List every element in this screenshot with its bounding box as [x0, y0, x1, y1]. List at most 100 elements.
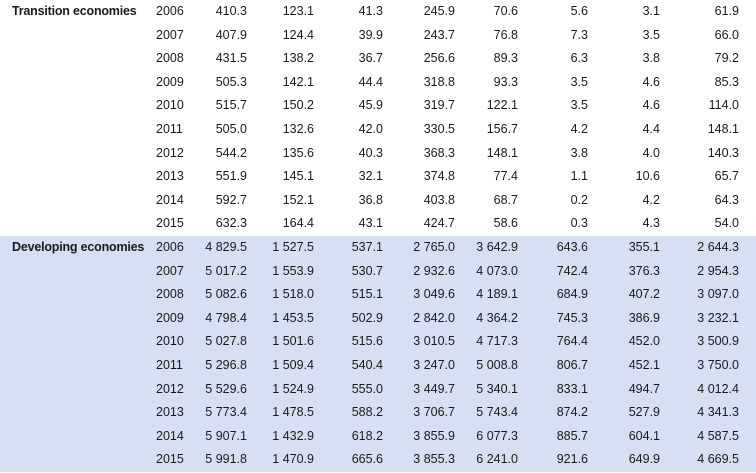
value-cell: 5 008.8 [476, 358, 518, 372]
value-cell: 5.6 [570, 4, 588, 18]
value-cell: 2 765.0 [413, 240, 455, 254]
value-cell: 4 364.2 [476, 310, 518, 325]
value-cell: 0.2 [570, 192, 588, 207]
value-cell: 5 529.6 [205, 381, 247, 396]
value-cell: 874.2 [556, 405, 588, 420]
value-cell: 885.7 [556, 428, 588, 443]
value-cell: 93.3 [493, 74, 518, 89]
value-cell: 588.2 [351, 405, 383, 420]
value-cell: 68.7 [493, 192, 518, 207]
value-cell: 41.3 [358, 4, 383, 18]
value-cell: 1.1 [570, 169, 588, 184]
value-cell: 1 453.5 [272, 310, 314, 325]
value-cell: 164.4 [282, 216, 314, 231]
year-cell: 2015 [156, 452, 184, 467]
year-cell: 2007 [156, 27, 184, 42]
value-cell: 4 717.3 [476, 334, 518, 349]
value-cell: 79.2 [714, 51, 739, 66]
value-cell: 145.1 [282, 169, 314, 184]
value-cell: 355.1 [628, 240, 660, 254]
value-cell: 4 073.0 [476, 263, 518, 278]
year-cell: 2011 [156, 122, 183, 136]
year-cell: 2012 [156, 145, 184, 160]
value-cell: 431.5 [215, 51, 247, 66]
value-cell: 6 077.3 [476, 428, 518, 443]
table-row: 2007 407.9 124.4 39.9 243.7 76.8 7.3 3.5 66.0 [0, 24, 756, 47]
value-cell: 2 644.3 [697, 240, 739, 254]
value-cell: 544.2 [215, 145, 247, 160]
table-row: 2009 4 798.4 1 453.5 502.9 2 842.0 4 364.2 745… [0, 307, 756, 330]
value-cell: 40.3 [358, 145, 383, 160]
value-cell: 4 341.3 [697, 405, 739, 420]
table-row: 2008 431.5 138.2 36.7 256.6 89.3 6.3 3.8 79.2 [0, 47, 756, 70]
value-cell: 54.0 [714, 216, 739, 231]
year-cell: 2014 [156, 428, 184, 443]
year-cell: 2009 [156, 74, 184, 89]
value-cell: 2 842.0 [413, 310, 455, 325]
value-cell: 61.9 [714, 4, 739, 18]
value-cell: 424.7 [423, 216, 455, 231]
value-cell: 5 991.8 [205, 452, 247, 467]
group-label: Developing economies [12, 240, 145, 254]
value-cell: 3 449.7 [413, 381, 455, 396]
value-cell: 1 432.9 [272, 428, 314, 443]
value-cell: 5 027.8 [205, 334, 247, 349]
value-cell: 135.6 [282, 145, 314, 160]
year-cell: 2009 [156, 310, 184, 325]
value-cell: 318.8 [423, 74, 455, 89]
year-cell: 2008 [156, 51, 184, 66]
year-cell: 2008 [156, 287, 184, 302]
value-cell: 4 189.1 [476, 287, 518, 302]
value-cell: 2 932.6 [413, 263, 455, 278]
value-cell: 386.9 [628, 310, 660, 325]
value-cell: 77.4 [493, 169, 518, 184]
value-cell: 64.3 [714, 192, 739, 207]
table-row: 2007 5 017.2 1 553.9 530.7 2 932.6 4 073.0 742… [0, 260, 756, 283]
value-cell: 4.2 [570, 122, 588, 136]
value-cell: 148.1 [486, 145, 518, 160]
table-row: 2015 632.3 164.4 43.1 424.7 58.6 0.3 4.3 54.0 [0, 212, 756, 235]
value-cell: 65.7 [714, 169, 739, 184]
value-cell: 505.0 [215, 122, 247, 136]
value-cell: 5 017.2 [205, 263, 247, 278]
value-cell: 330.5 [423, 122, 455, 136]
value-cell: 152.1 [282, 192, 314, 207]
value-cell: 4.4 [642, 122, 660, 136]
value-cell: 123.1 [282, 4, 314, 18]
value-cell: 6 241.0 [476, 452, 518, 467]
table-group: Developing economies 2006 4 829.5 1 527.5 53… [0, 236, 756, 472]
value-cell: 85.3 [714, 74, 739, 89]
value-cell: 684.9 [556, 287, 588, 302]
value-cell: 3 500.9 [697, 334, 739, 349]
value-cell: 39.9 [358, 27, 383, 42]
value-cell: 374.8 [423, 169, 455, 184]
value-cell: 604.1 [628, 428, 660, 443]
value-cell: 122.1 [486, 98, 518, 113]
value-cell: 665.6 [351, 452, 383, 467]
value-cell: 632.3 [215, 216, 247, 231]
value-cell: 45.9 [358, 98, 383, 113]
year-cell: 2011 [156, 358, 183, 372]
table-row: Transition economies 2006 410.3 123.1 41.3 24… [0, 0, 756, 23]
value-cell: 1 524.9 [272, 381, 314, 396]
value-cell: 3 097.0 [697, 287, 739, 302]
value-cell: 527.9 [628, 405, 660, 420]
value-cell: 3 706.7 [413, 405, 455, 420]
value-cell: 5 907.1 [205, 428, 247, 443]
value-cell: 3.5 [570, 74, 588, 89]
table-row: Developing economies 2006 4 829.5 1 527.5 53… [0, 236, 756, 259]
year-cell: 2006 [156, 4, 184, 18]
year-cell: 2010 [156, 98, 184, 113]
value-cell: 505.3 [215, 74, 247, 89]
value-cell: 2 954.3 [697, 263, 739, 278]
value-cell: 58.6 [493, 216, 518, 231]
value-cell: 245.9 [423, 4, 455, 18]
value-cell: 89.3 [493, 51, 518, 66]
value-cell: 643.6 [556, 240, 588, 254]
value-cell: 515.1 [351, 287, 383, 302]
value-cell: 5 743.4 [476, 405, 518, 420]
year-cell: 2007 [156, 263, 184, 278]
table-row: 2009 505.3 142.1 44.4 318.8 93.3 3.5 4.6 85.3 [0, 71, 756, 94]
value-cell: 742.4 [556, 263, 588, 278]
